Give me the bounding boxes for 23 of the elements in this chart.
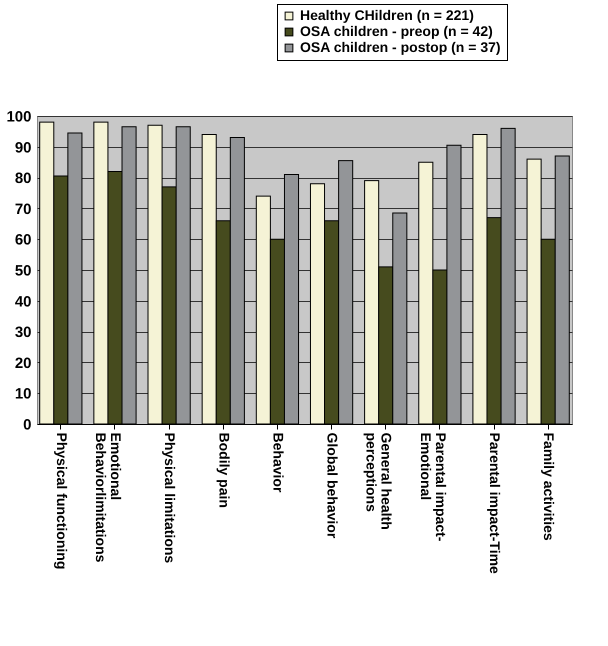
y-tick-label: 40 (14, 293, 32, 310)
x-tick-label: Physical limitations (162, 432, 178, 564)
x-tick-label: Behavior (270, 432, 286, 493)
legend-label: OSA children - postop (n = 37) (300, 39, 501, 55)
y-tick-label: 80 (14, 170, 32, 188)
legend-label: Healthy CHildren (n = 221) (300, 7, 474, 23)
y-tick-label: 50 (14, 262, 32, 280)
x-tick-label: Physical functioning (54, 432, 70, 570)
y-tick-label: 100 (6, 108, 32, 126)
x-tick-label: General health perceptions (364, 432, 395, 530)
y-tick-label: 20 (14, 354, 32, 372)
x-tick-label: Global behavior (324, 432, 341, 539)
x-tick-label: Family activities (541, 432, 558, 541)
legend-label: OSA children - preop (n = 42) (300, 23, 493, 39)
y-tick-label: 60 (14, 232, 32, 249)
y-tick-label: 0 (23, 416, 32, 434)
x-tick-label: Emotional Behaviorlimitations (92, 432, 124, 563)
x-tick-label: Parental impact-Time (487, 432, 504, 574)
y-tick-label: 10 (14, 386, 32, 403)
y-tick-label: 70 (14, 200, 32, 218)
y-tick-label: 30 (14, 324, 32, 342)
x-tick-label: Bodily pain (216, 432, 232, 508)
y-tick-label: 90 (14, 139, 32, 156)
